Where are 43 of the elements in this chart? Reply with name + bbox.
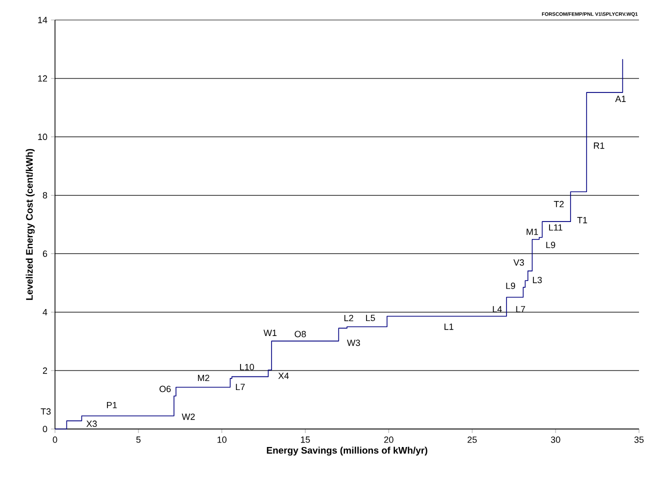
annotation: V3 <box>513 259 524 266</box>
y-tick-label: 8 <box>42 192 48 198</box>
annotation: W3 <box>347 340 360 346</box>
annotation: L1 <box>444 324 454 330</box>
x-tick-label: 30 <box>550 436 560 443</box>
y-tick-label: 4 <box>42 309 48 316</box>
x-tick-label: 25 <box>468 436 477 443</box>
annotation: L9 <box>546 242 556 248</box>
annotation: W2 <box>182 414 195 420</box>
annotation: A1 <box>615 96 626 102</box>
text: T3 <box>40 408 51 415</box>
x-axis-title: Energy Savings (millions of kWh/yr) <box>266 446 428 456</box>
annotation: L7 <box>236 384 245 390</box>
y-tick-label: 6 <box>42 250 48 257</box>
y-tick-label: 14 <box>38 16 48 24</box>
y-tick-label: 10 <box>38 134 48 140</box>
x-tick-label: 15 <box>300 436 310 443</box>
annotation: T2 <box>554 200 564 208</box>
annotation: L3 <box>532 276 542 284</box>
y-axis-title: Levelized Energy Cost (cent/kWh) <box>26 148 35 300</box>
y-tick-label: 0 <box>42 426 48 432</box>
annotation: M1 <box>526 228 538 235</box>
annotation: P1 <box>106 402 117 408</box>
x-tick-label: 20 <box>384 436 394 443</box>
y-tick-label: 12 <box>38 75 48 82</box>
annotation: O8 <box>294 330 306 338</box>
x-tick-label: 5 <box>136 436 141 443</box>
annotation: X4 <box>278 372 289 379</box>
annotation: W1 <box>264 330 277 336</box>
x-tick-label: 0 <box>52 436 58 443</box>
annotation: L5 <box>366 314 375 322</box>
annotation: L11 <box>549 224 562 231</box>
x-tick-label: 35 <box>634 436 644 443</box>
x-tick-label: 10 <box>218 436 226 443</box>
annotation: L2 <box>344 314 354 322</box>
annotation: T1 <box>577 217 588 224</box>
annotation: R1 <box>594 142 604 149</box>
annotation: L10 <box>240 364 254 370</box>
annotation: X3 <box>86 420 97 427</box>
annotation: L9 <box>506 282 516 290</box>
annotation: M2 <box>198 374 210 382</box>
y-tick-label: 2 <box>42 367 48 374</box>
annotation: O6 <box>160 386 171 392</box>
